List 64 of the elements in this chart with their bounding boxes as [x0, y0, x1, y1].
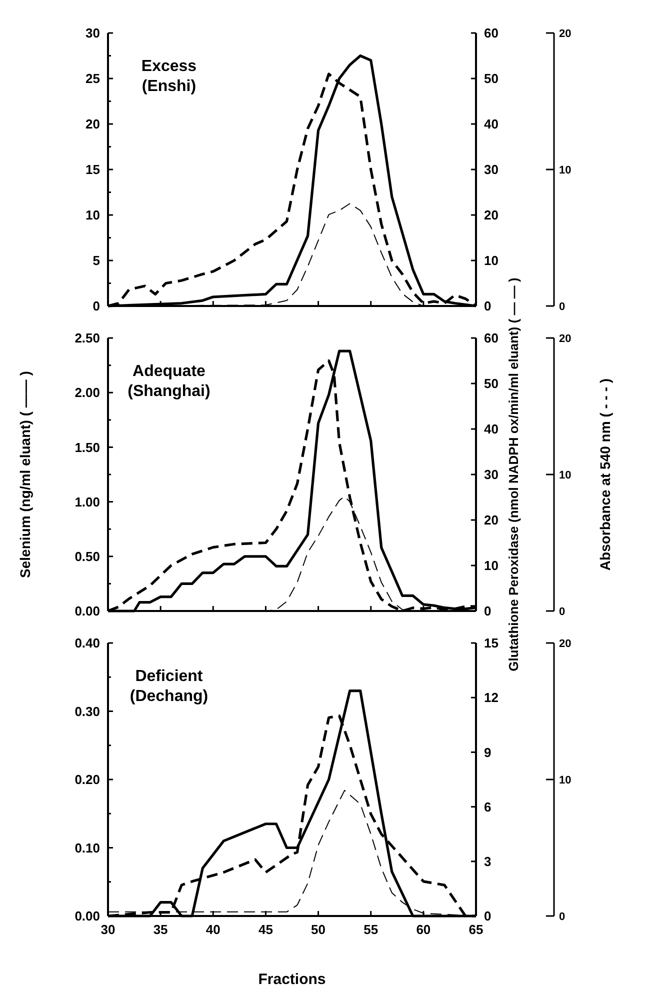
y2-tick-label: 50: [484, 71, 498, 86]
y2-axis-title: Glutathione Peroxidase (nmol NADPH ox/min/ml eluant) ( — — ): [506, 278, 521, 672]
text: (Shanghai): [128, 383, 210, 400]
y-tick-label: 15: [86, 162, 100, 178]
y-tick-label: 0.20: [74, 772, 100, 788]
y2-tick-label: 0: [484, 298, 492, 314]
text: Deficient: [135, 668, 204, 685]
y2-tick-label: 30: [484, 162, 498, 178]
y-tick-label: 0.50: [74, 548, 100, 564]
y2-tick-label: 60: [484, 330, 498, 346]
y-tick-label: 0.00: [74, 908, 100, 924]
y3-tick-label: 10: [559, 774, 572, 786]
y-axis-title: Selenium (ng/ml eluant) ( —— ): [17, 371, 33, 578]
y2-tick-label: 0: [484, 604, 492, 619]
y3-tick-label: 20: [559, 28, 572, 40]
y-tick-label: 10: [86, 208, 100, 223]
x-tick-label: 40: [206, 922, 220, 937]
y3-tick-label: 0: [559, 606, 566, 618]
y2-tick-label: 9: [484, 744, 492, 760]
y3-axis-title: Absorbance at 540 nm ( - - - ): [597, 378, 613, 571]
y2-tick-label: 50: [484, 376, 498, 392]
y-tick-label: 5: [92, 253, 100, 268]
text: Adequate: [132, 363, 206, 380]
y2-tick-label: 15: [484, 636, 498, 651]
y2-tick-label: 30: [484, 467, 498, 482]
x-tick-label: 55: [364, 922, 378, 937]
y-tick-label: 1.50: [74, 440, 100, 455]
text: (Dechang): [130, 688, 208, 705]
x-tick-label: 35: [153, 922, 168, 937]
x-tick-label: 65: [468, 922, 484, 937]
y2-tick-label: 3: [484, 854, 492, 869]
y2-tick-label: 60: [484, 26, 498, 41]
x-tick-label: 50: [311, 922, 326, 937]
y3-tick-label: 20: [559, 332, 572, 345]
y3-tick-label: 10: [559, 164, 572, 176]
y-tick-label: 0: [92, 298, 100, 314]
text: Excess: [141, 58, 197, 75]
y-tick-label: 0.10: [74, 840, 100, 856]
y2-tick-label: 20: [484, 208, 498, 223]
y-tick-label: 30: [86, 26, 100, 41]
y3-tick-label: 10: [559, 469, 572, 482]
y3-tick-label: 20: [559, 638, 572, 650]
y2-tick-label: 40: [484, 116, 498, 132]
y-tick-label: 0.40: [74, 636, 100, 651]
y2-tick-label: 0: [484, 908, 492, 924]
y-tick-label: 25: [86, 71, 100, 86]
y-tick-label: 0.00: [74, 604, 100, 619]
y2-tick-label: 20: [484, 512, 498, 528]
x-tick-label: 60: [416, 922, 431, 937]
y-tick-label: 2.50: [74, 330, 100, 346]
y3-tick-label: 0: [559, 300, 566, 313]
x-axis-title: Fractions: [258, 971, 326, 988]
y-tick-label: 1.00: [74, 494, 100, 510]
y3-tick-label: 0: [559, 910, 566, 923]
y-tick-label: 2.00: [74, 385, 100, 400]
y2-tick-label: 10: [484, 253, 498, 268]
y2-tick-label: 40: [484, 422, 498, 437]
x-tick-label: 45: [258, 922, 273, 937]
y2-tick-label: 12: [484, 690, 498, 706]
y2-tick-label: 10: [484, 558, 498, 574]
y-tick-label: 20: [86, 116, 100, 132]
y-tick-label: 0.30: [74, 704, 100, 719]
y2-tick-label: 6: [484, 799, 492, 814]
text: (Enshi): [142, 78, 196, 95]
